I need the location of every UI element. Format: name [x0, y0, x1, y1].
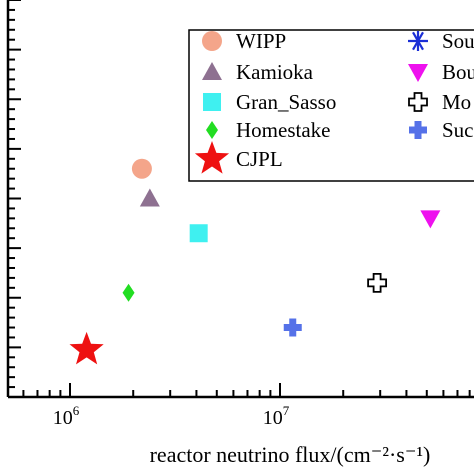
legend-marker: [194, 141, 230, 174]
legend-marker: [206, 121, 218, 139]
legend-label: Kamioka: [236, 60, 314, 84]
legend: WIPP Kamioka Gran_Sasso Homestake CJPL Sou Bou…: [188, 29, 474, 182]
legend-marker: [202, 31, 222, 51]
legend-item: Bou: [408, 60, 474, 84]
data-point: [122, 283, 135, 302]
data-point: [131, 158, 152, 179]
data-point: [189, 224, 208, 243]
x-axis-tick-labels: 106 107: [53, 403, 290, 429]
legend-item: Mo: [408, 90, 471, 114]
y-axis-ticks: [8, 0, 21, 398]
legend-label: Sou: [442, 29, 474, 53]
legend-label: WIPP: [236, 29, 286, 53]
x-tick-label: 107: [263, 403, 290, 429]
data-point: [283, 318, 302, 337]
legend-marker: [408, 92, 428, 112]
legend-label: Gran_Sasso: [236, 90, 336, 114]
legend-marker: [203, 93, 221, 111]
legend-marker: [408, 31, 428, 51]
legend-item: CJPL: [194, 141, 283, 174]
legend-label: Mo: [442, 90, 471, 114]
data-point: [420, 210, 441, 229]
data-point: [139, 188, 160, 207]
legend-item: Gran_Sasso: [203, 90, 336, 114]
x-axis-label: reactor neutrino flux/(cm⁻²·s⁻¹): [150, 442, 431, 467]
data-points: [69, 158, 441, 365]
legend-label: Homestake: [236, 118, 330, 142]
data-point: [367, 272, 388, 293]
legend-item: Sou: [408, 29, 474, 53]
legend-marker: [409, 121, 427, 139]
x-tick-label: 106: [53, 403, 80, 429]
x-axis-ticks: [22, 383, 471, 397]
legend-marker: [408, 64, 428, 82]
legend-item: Kamioka: [202, 60, 314, 84]
data-point: [69, 331, 104, 365]
legend-item: Homestake: [206, 118, 330, 142]
legend-item: Suc: [409, 118, 474, 142]
legend-marker: [202, 62, 222, 80]
legend-item: WIPP: [202, 29, 286, 53]
legend-label: CJPL: [236, 147, 283, 171]
legend-label: Bou: [442, 60, 474, 84]
legend-label: Suc: [442, 118, 474, 142]
